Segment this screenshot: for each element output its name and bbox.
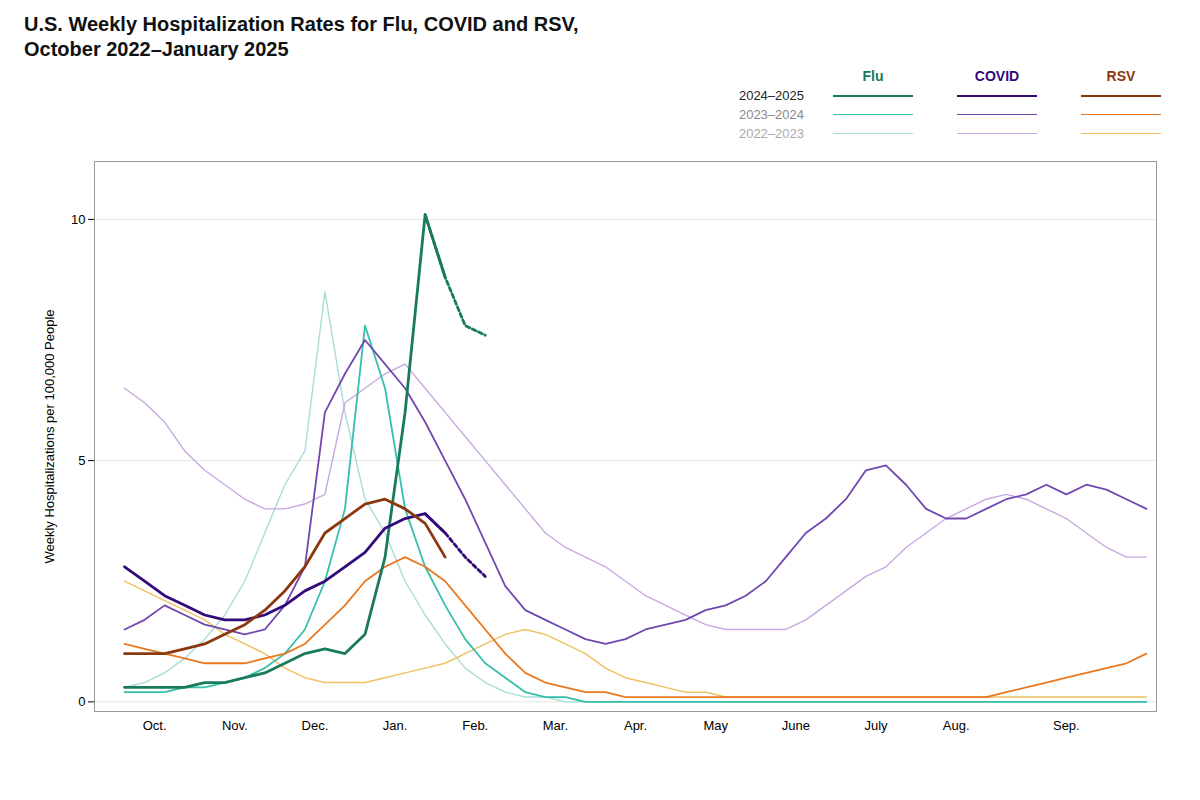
svg-text:Aug.: Aug. [943,718,970,733]
svg-text:5: 5 [78,453,85,468]
html-text:Flu: Flu [862,68,884,84]
svg-text:June: June [782,718,810,733]
html-text:COVID: COVID [974,68,1020,84]
html-text:RSV: RSV [1106,68,1136,84]
svg-text:Feb.: Feb. [462,718,488,733]
svg-text:May: May [703,718,728,733]
svg-text:Nov.: Nov. [222,718,248,733]
svg-text:July: July [864,718,888,733]
html-text:U.S. Weekly Hospitalization Ra: U.S. Weekly Hospitalization Rates for Fl… [24,13,579,60]
svg-text:Jan.: Jan. [383,718,408,733]
html-text:2023–2024: 2023–2024 [738,107,804,122]
svg-text:Dec.: Dec. [302,718,329,733]
svg-text:Sep.: Sep. [1053,718,1080,733]
svg-text:0: 0 [78,694,85,709]
html-text:2024–2025: 2024–2025 [738,88,804,103]
svg-text:Weekly Hospitalizations per 10: Weekly Hospitalizations per 100,000 Peop… [42,309,57,563]
svg-text:Mar.: Mar. [543,718,568,733]
svg-text:10: 10 [71,212,85,227]
svg-text:Oct.: Oct. [143,718,167,733]
html-text:2022–2023: 2022–2023 [738,126,804,141]
svg-text:Apr.: Apr. [624,718,647,733]
